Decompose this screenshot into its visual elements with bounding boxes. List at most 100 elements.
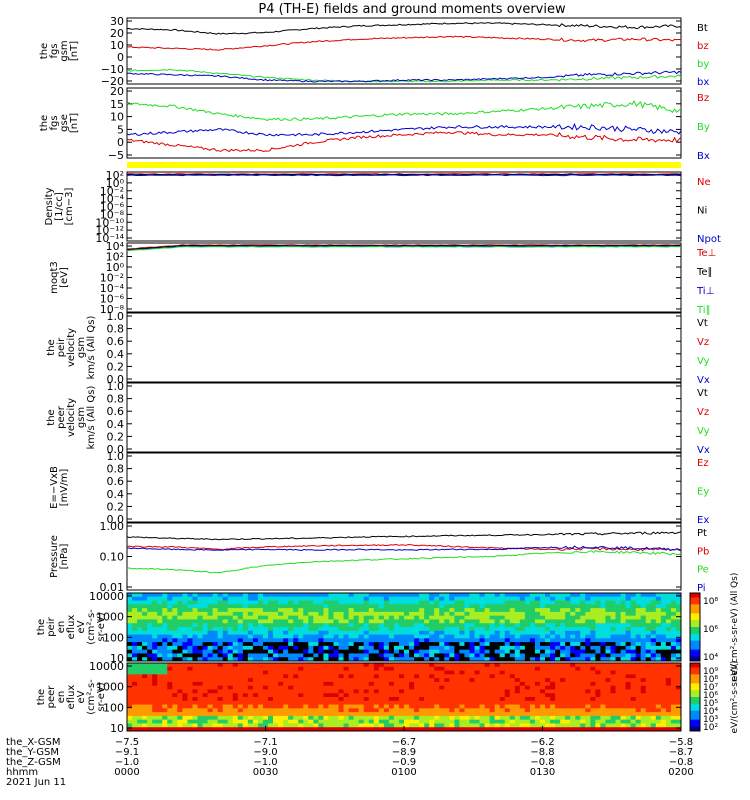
heatmap-cell [414,657,420,662]
heatmap-cell [550,615,556,620]
heatmap-cell [283,630,289,635]
heatmap-cell [404,693,410,698]
heatmap-cell [590,693,596,698]
heatmap-cell [182,712,188,717]
heatmap-cell [625,638,632,643]
heatmap-cell [127,600,133,605]
heatmap-cell [605,604,611,609]
heatmap-cell [550,634,556,639]
heatmap-cell [439,634,445,639]
y-axis-title: Density [44,187,55,225]
heatmap-cell [585,615,591,620]
heatmap-cell [444,693,450,698]
y-axis-title: velocity [66,328,77,367]
heatmap-cell [137,627,143,632]
heatmap-cell [504,615,511,620]
heatmap-cell [670,674,677,679]
heatmap-cell [489,663,496,668]
heatmap-cell [207,615,214,620]
heatmap-cell [454,649,460,654]
heatmap-cell [414,611,420,617]
heatmap-cell [489,657,496,662]
heatmap-cell [378,693,385,698]
heatmap-cell [127,697,133,702]
x-row-value: −1.0 [253,757,277,768]
heatmap-cell [509,697,516,702]
heatmap-cell [293,670,299,675]
heatmap-cell [640,634,647,639]
heatmap-cell [434,700,440,705]
heatmap-cell [162,634,168,639]
heatmap-cell [595,666,601,671]
heatmap-cell [670,708,677,713]
heatmap-cell [308,697,314,702]
heatmap-cell [454,674,460,679]
heatmap-cell [610,653,616,658]
heatmap-cell [660,727,667,732]
legend-Ey: Ey [697,487,709,498]
heatmap-cell [283,704,289,709]
heatmap-cell [227,634,234,639]
heatmap-cell [670,593,677,598]
heatmap-cell [237,708,244,713]
heatmap-cell [278,715,284,721]
heatmap-cell [419,593,425,598]
heatmap-cell [268,608,274,613]
heatmap-cell [645,685,652,690]
heatmap-cell [489,715,496,721]
heatmap-cell [625,600,632,605]
heatmap-cell [459,638,465,643]
heatmap-cell [378,596,385,601]
heatmap-cell [414,689,420,694]
heatmap-cell [585,627,591,632]
heatmap-cell [539,700,546,705]
heatmap-cell [338,627,344,632]
heatmap-cell [670,704,677,709]
heatmap-cell [524,634,531,639]
y-axis-title: en [56,691,67,704]
heatmap-cell [257,611,264,617]
heatmap-cell [499,697,506,702]
heatmap-cell [444,685,450,690]
heatmap-cell [469,708,475,713]
heatmap-cell [378,649,385,654]
heatmap-cell [167,611,173,617]
series-line-bz [126,35,682,51]
heatmap-cell [358,653,365,658]
heatmap-cell [444,681,450,687]
heatmap-cell [459,627,465,632]
heatmap-cell [429,593,435,598]
heatmap-cell [373,611,380,617]
heatmap-cell [670,712,677,717]
heatmap-cell [630,638,637,643]
heatmap-cell [509,719,516,724]
heatmap-cell [278,653,284,658]
heatmap-cell [237,674,244,679]
heatmap-cell [338,678,344,683]
heatmap-cell [630,697,637,702]
heatmap-cell [197,681,203,687]
heatmap-cell [504,666,511,671]
heatmap-cell [539,704,546,709]
heatmap-cell [197,708,203,713]
heatmap-cell [489,697,496,702]
heatmap-cell [595,596,601,601]
heatmap-cell [434,611,440,617]
heatmap-cell [489,619,496,624]
heatmap-cell [499,723,506,728]
heatmap-cell [580,708,586,713]
heatmap-cell [298,630,304,635]
heatmap-cell [358,712,365,717]
heatmap-cell [590,666,596,671]
heatmap-cell [293,604,299,609]
heatmap-cell [147,604,153,609]
heatmap-cell [514,645,521,651]
heatmap-cell [368,674,375,679]
heatmap-cell [192,712,198,717]
heatmap-cell [600,674,606,679]
heatmap-cell [232,638,239,643]
heatmap-cell [630,596,637,601]
heatmap-cell [620,627,626,632]
heatmap-cell [499,727,506,732]
heatmap-cell [509,685,516,690]
